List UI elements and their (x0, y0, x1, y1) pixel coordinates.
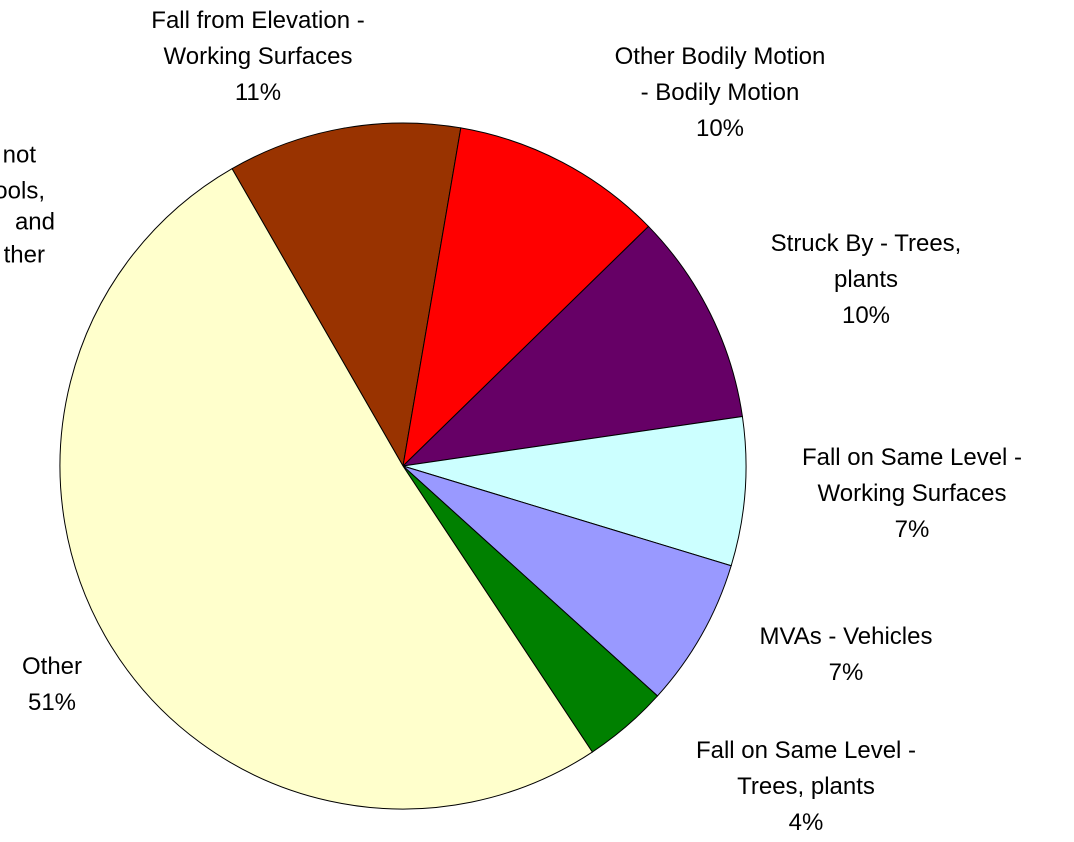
slice-name-line: Other (22, 653, 82, 680)
pie-slice (402, 415, 747, 567)
pie-slice (402, 465, 732, 697)
pie-slice (402, 127, 650, 468)
slice-label: Other 51% (22, 653, 82, 716)
slice-name: Fall on Same Level - Trees, plants (696, 737, 916, 800)
slice-name-line: MVAs - Vehicles (760, 623, 933, 650)
clipped-label: not (3, 141, 37, 168)
slice-name-line: Other Bodily Motion (615, 43, 826, 70)
slice-name-line: Struck By - Trees, (771, 230, 962, 257)
slice-name: Struck By - Trees, plants (771, 230, 962, 293)
slice-label: Fall on Same Level - Trees, plants 4% (696, 737, 916, 836)
slice-name-line: Fall on Same Level - (696, 737, 916, 764)
slice-name-line: Working Surfaces (164, 43, 353, 70)
slice-value: 11% (235, 79, 281, 106)
slice-name: Fall from Elevation - Working Surfaces (151, 7, 364, 70)
slice-value: 10% (842, 302, 890, 329)
slice-name-line: Fall from Elevation - (151, 7, 364, 34)
clipped-label: and (15, 208, 55, 235)
slice-name: Other (22, 653, 82, 680)
slice-value: 7% (829, 659, 864, 686)
slice-value: 10% (696, 115, 744, 142)
slice-name: MVAs - Vehicles (760, 623, 933, 650)
slice-name-line: plants (834, 266, 898, 293)
slice-name-line: - Bodily Motion (641, 79, 800, 106)
pie-slice (59, 167, 594, 810)
slice-value: 7% (895, 516, 930, 543)
slice-label: Other Bodily Motion - Bodily Motion 10% (615, 43, 826, 142)
slice-name-line: Trees, plants (737, 773, 875, 800)
slice-label: Fall from Elevation - Working Surfaces 11% (151, 7, 364, 106)
clipped-label: ther (4, 241, 45, 268)
clipped-label: ools, (0, 177, 45, 204)
slice-name-line: Working Surfaces (818, 480, 1007, 507)
slice-name: Fall on Same Level - Working Surfaces (802, 444, 1022, 507)
pie-slice (231, 122, 462, 468)
slice-label: Fall on Same Level - Working Surfaces 7% (802, 444, 1022, 543)
slice-value: 4% (789, 809, 824, 836)
pie-slice (401, 225, 743, 467)
slice-name-line: Fall on Same Level - (802, 444, 1022, 471)
slice-label: MVAs - Vehicles 7% (760, 623, 933, 686)
slice-value: 51% (28, 689, 76, 716)
slice-name: Other Bodily Motion - Bodily Motion (615, 43, 826, 106)
slice-label: Struck By - Trees, plants 10% (771, 230, 962, 329)
